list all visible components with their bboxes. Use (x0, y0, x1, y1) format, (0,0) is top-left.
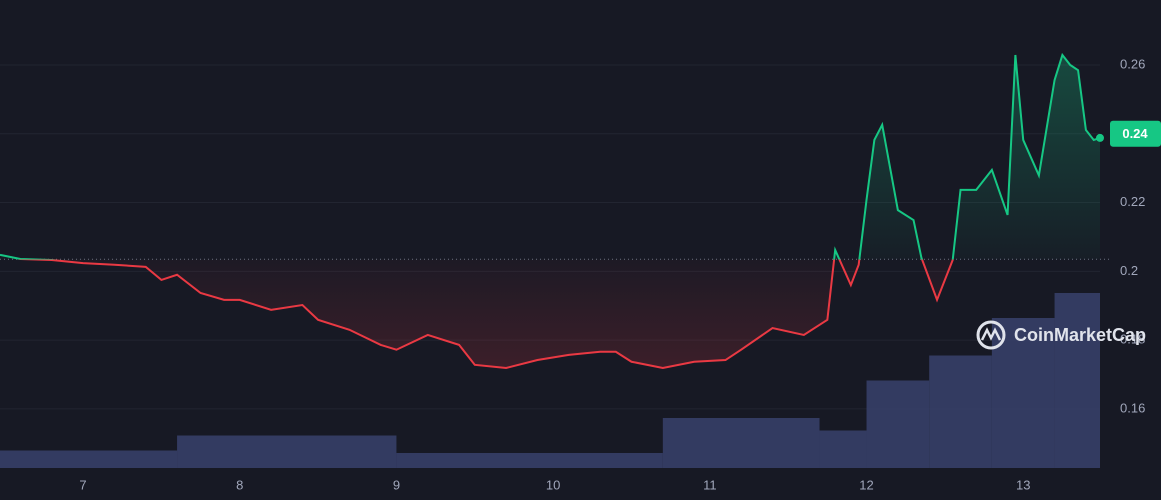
volume-bar (0, 450, 178, 468)
volume-bar (819, 430, 867, 468)
price-line (0, 52, 1101, 369)
watermark-text: CoinMarketCap (1014, 325, 1146, 345)
y-tick-label: 0.16 (1120, 400, 1145, 415)
x-tick-label: 9 (393, 477, 400, 492)
volume-bar (1054, 293, 1100, 468)
watermark: CoinMarketCap (976, 320, 1146, 350)
volume-bar (177, 435, 397, 468)
x-tick-label: 8 (236, 477, 243, 492)
x-tick-label: 11 (703, 477, 717, 492)
y-tick-label: 0.2 (1120, 263, 1138, 278)
last-point (1096, 133, 1104, 142)
y-tick-label: 0.22 (1120, 194, 1145, 209)
x-tick-label: 7 (79, 477, 86, 492)
x-tick-label: 10 (546, 477, 560, 492)
price-area (0, 55, 1100, 368)
volume-bar (866, 380, 930, 468)
current-price-label: 0.24 (1122, 126, 1148, 141)
volume-bar (396, 453, 663, 468)
y-tick-label: 0.18 (1120, 332, 1145, 347)
x-tick-label: 12 (859, 477, 873, 492)
volume-bar (929, 355, 992, 468)
x-tick-label: 13 (1016, 477, 1030, 492)
price-badge (1110, 120, 1161, 147)
volume-bar (662, 418, 820, 468)
y-tick-label: 0.26 (1120, 56, 1145, 71)
